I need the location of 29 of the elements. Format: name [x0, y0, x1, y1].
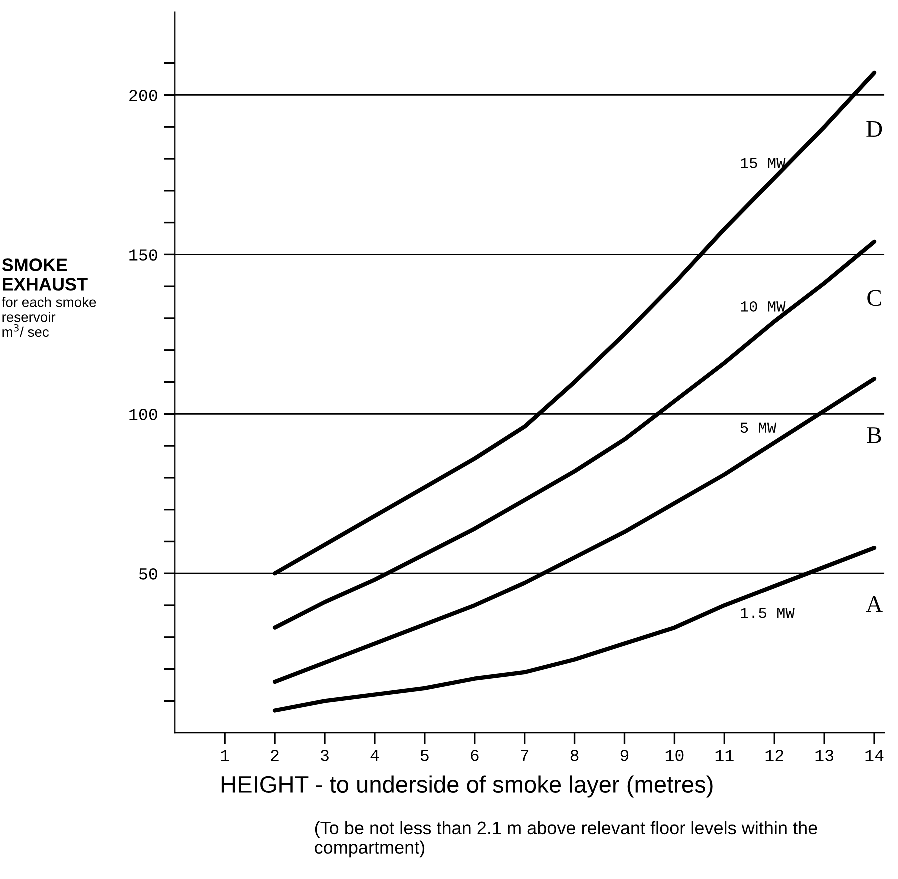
y-axis-title: SMOKE EXHAUST for each smoke reservoir m$^{3}$/ sec [2, 258, 96, 338]
x-tick-label: 13 [816, 750, 834, 762]
x-tick-label: 14 [866, 750, 884, 762]
series-label: 15 MW [741, 158, 786, 168]
x-tick-label: 8 [570, 750, 579, 762]
x-tick-label: 12 [766, 750, 784, 762]
y-tick-label: 50 [139, 568, 158, 580]
y-tick-label: 100 [130, 409, 158, 420]
x-tick-label: 11 [716, 750, 734, 762]
annotation: D [866, 121, 882, 137]
x-axis-title: HEIGHT - to underside of smoke layer (metres) [222, 776, 713, 798]
series-label: 1.5 MW [741, 608, 795, 618]
text: (To be not less than 2.1 m above relevant floor levels within the compartment) [315, 821, 818, 858]
x-tick-label: 1 [221, 750, 230, 762]
series-label: 5 MW [740, 422, 777, 434]
y-tick-label: 150 [130, 250, 158, 261]
x-tick-label: 7 [521, 750, 529, 762]
x-tick-label: 6 [471, 750, 479, 762]
annotation: B [867, 428, 882, 444]
x-tick-label: 3 [321, 750, 329, 762]
annotation: A [866, 596, 883, 612]
x-tick-label: 2 [271, 750, 279, 762]
y-tick-label: 200 [130, 90, 158, 102]
x-tick-label: 10 [666, 750, 684, 762]
series-label: 10 MW [741, 302, 786, 312]
x-tick-label: 9 [620, 750, 629, 762]
x-tick-label: 4 [370, 750, 380, 762]
annotation: C [868, 290, 882, 306]
x-tick-label: 5 [420, 750, 429, 762]
